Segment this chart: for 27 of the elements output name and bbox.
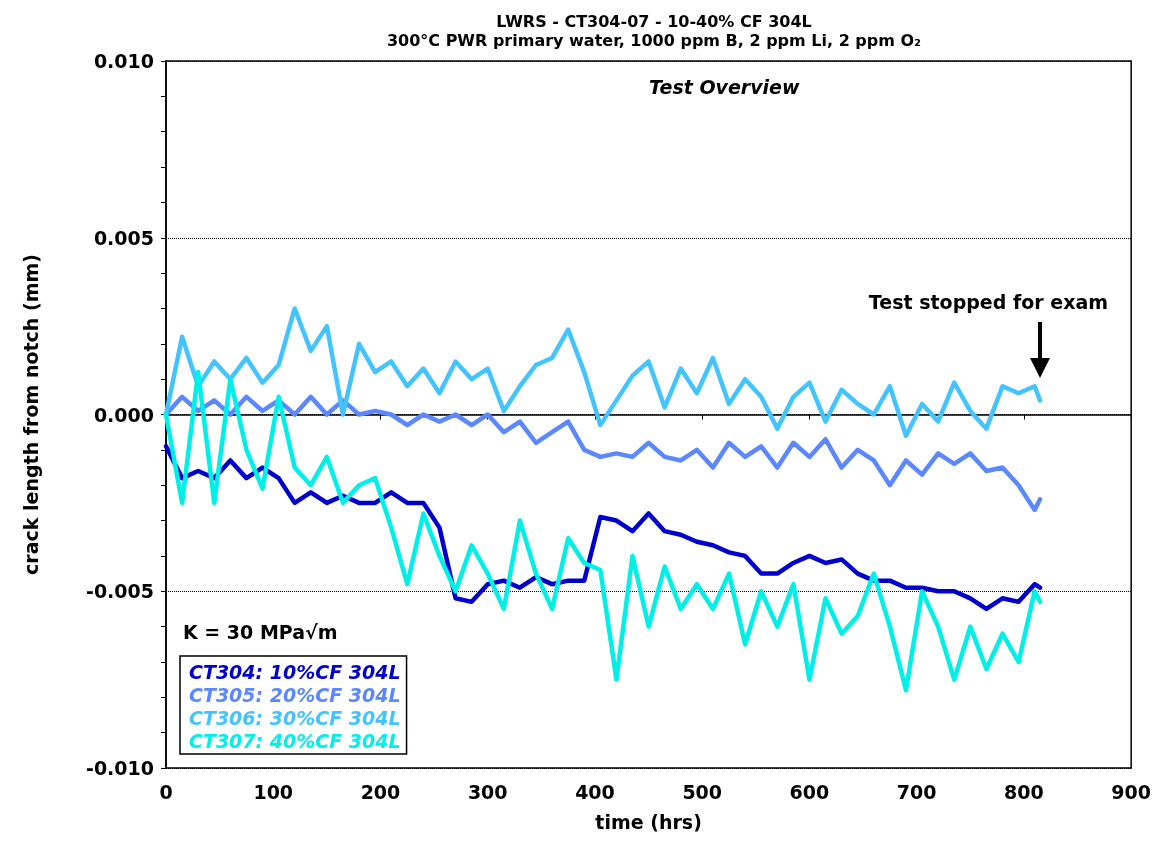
x-tick-label: 0 (159, 780, 173, 803)
x-tick-label: 200 (360, 780, 401, 803)
y-tick-label: 0.010 (93, 50, 154, 72)
annotation: K = 30 MPa√m (183, 620, 338, 643)
text: CT306: 30%CF 304L (189, 706, 401, 729)
chart-subtitle: 300°C PWR primary water, 1000 ppm B, 2 ppm Li, 2 ppm O₂ (386, 30, 922, 50)
text: CT307: 40%CF 304L (189, 729, 401, 752)
x-tick-label: 300 (467, 780, 508, 803)
line-series (163, 444, 1043, 612)
x-tick-label: 100 (253, 780, 294, 803)
x-tick-label: 700 (896, 780, 937, 803)
x-tick-label: 800 (1004, 780, 1044, 803)
x-axis-title: time (hrs) (595, 810, 702, 833)
text: CT304: 10%CF 304L (189, 660, 401, 683)
annotation: Test Overview (648, 75, 800, 98)
chart-title: LWRS - CT304-07 - 10-40% CF 304L (496, 11, 812, 31)
text: CT305: 20%CF 304L (189, 683, 401, 706)
x-tick-label: 400 (575, 780, 615, 803)
x-tick-label: 600 (789, 780, 830, 803)
annotation: Test stopped for exam (868, 290, 1109, 313)
y-tick-label: 0.005 (93, 226, 154, 249)
y-axis-title: crack length from notch (mm) (19, 254, 42, 575)
x-tick-label: 900 (1111, 780, 1152, 803)
y-tick-label: -0.010 (86, 757, 154, 779)
x-tick-label: 500 (682, 780, 723, 803)
y-tick-label: -0.005 (86, 580, 154, 603)
y-tick-label: 0.000 (93, 403, 154, 426)
